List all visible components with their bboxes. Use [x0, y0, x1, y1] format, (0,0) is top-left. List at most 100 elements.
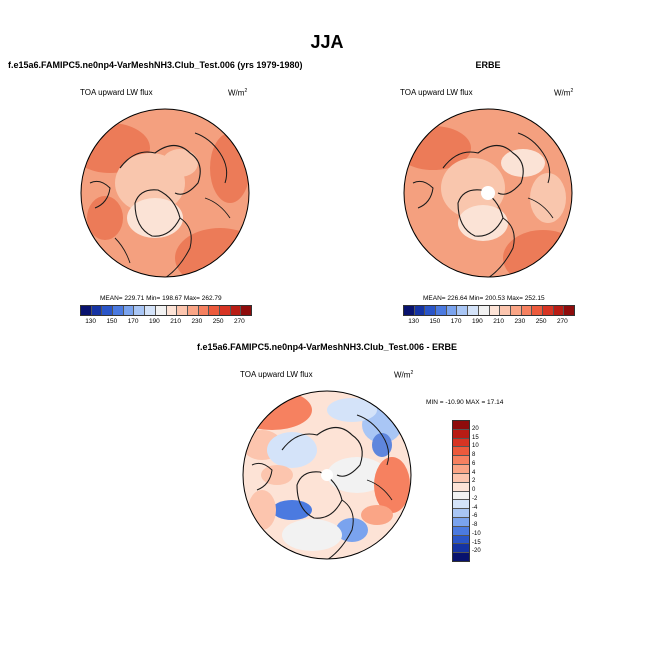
colorbar-tick-label: 130 — [408, 318, 420, 325]
colorbar-tick-label: 210 — [170, 318, 182, 325]
panel3-variable: TOA upward LW flux — [240, 370, 313, 379]
colorbar-swatch — [453, 421, 469, 430]
panel2-stats: MEAN= 226.64 Min= 200.53 Max= 252.15 — [423, 295, 545, 302]
colorbar-swatch — [453, 553, 469, 561]
colorbar-tick-label: 8 — [472, 452, 476, 458]
colorbar-swatch — [241, 306, 251, 315]
panel3-colorbar-labels: 20 15 10 8 6 4 2 0 -2 -4 -6 -8 -10 -15 -20 — [472, 420, 502, 560]
colorbar-swatch — [453, 491, 469, 501]
colorbar-swatch — [453, 526, 469, 536]
colorbar-swatch — [478, 306, 490, 315]
panel1-polar-map — [80, 108, 250, 278]
colorbar-swatch — [542, 306, 554, 315]
colorbar-swatch — [453, 535, 469, 545]
panel1-stats: MEAN= 229.71 Min= 198.67 Max= 262.79 — [100, 295, 222, 302]
colorbar-swatch — [414, 306, 426, 315]
colorbar-tick-label: 150 — [106, 318, 118, 325]
panel3-colorbar — [452, 420, 470, 562]
colorbar-swatch — [198, 306, 210, 315]
colorbar-tick-label: 10 — [472, 443, 479, 450]
colorbar-swatch — [521, 306, 533, 315]
colorbar-tick-label: -8 — [472, 522, 478, 528]
colorbar-tick-label: 210 — [493, 318, 505, 325]
colorbar-swatch — [134, 306, 146, 315]
colorbar-tick-label: 4 — [472, 469, 476, 476]
colorbar-swatch — [219, 306, 231, 315]
colorbar-swatch — [425, 306, 437, 315]
colorbar-tick-label: 2 — [472, 478, 476, 485]
panel2-header: ERBE — [475, 60, 501, 70]
colorbar-tick-label: 230 — [191, 318, 203, 325]
colorbar-tick-label: 270 — [556, 318, 568, 325]
colorbar-swatch — [532, 306, 543, 315]
panel2-polar-map — [403, 108, 573, 278]
colorbar-tick-label: -10 — [472, 530, 481, 537]
colorbar-swatch — [564, 306, 574, 315]
colorbar-swatch — [489, 306, 501, 315]
colorbar-swatch — [187, 306, 199, 315]
colorbar-swatch — [209, 306, 220, 315]
panel3-stats: MIN = -10.90 MAX = 17.14 — [426, 399, 504, 406]
panel2-variable: TOA upward LW flux — [400, 88, 473, 97]
colorbar-swatch — [91, 306, 103, 315]
panel1-colorbar — [80, 305, 252, 316]
colorbar-swatch — [453, 482, 469, 492]
colorbar-swatch — [453, 429, 469, 439]
colorbar-swatch — [123, 306, 135, 315]
colorbar-swatch — [453, 456, 469, 466]
panel1-units: W/m2 — [228, 88, 248, 98]
colorbar-swatch — [453, 438, 469, 448]
colorbar-tick-label: 250 — [535, 318, 547, 325]
panel1-header: f.e15a6.FAMIPC5.ne0np4-VarMeshNH3.Club_T… — [8, 60, 303, 70]
colorbar-swatch — [453, 509, 469, 518]
panel1-variable: TOA upward LW flux — [80, 88, 153, 97]
colorbar-swatch — [145, 306, 156, 315]
panel3-header: f.e15a6.FAMIPC5.ne0np4-VarMeshNH3.Club_T… — [197, 342, 457, 352]
colorbar-tick-label: 230 — [514, 318, 526, 325]
colorbar-swatch — [81, 306, 92, 315]
colorbar-swatch — [177, 306, 188, 315]
panel1-colorbar-labels: 130 150 170 190 210 230 250 270 — [80, 318, 250, 328]
colorbar-swatch — [453, 500, 469, 510]
colorbar-tick-label: 170 — [450, 318, 462, 325]
colorbar-swatch — [453, 447, 469, 457]
colorbar-swatch — [457, 306, 469, 315]
colorbar-tick-label: 130 — [85, 318, 97, 325]
colorbar-tick-label: 170 — [127, 318, 139, 325]
colorbar-swatch — [453, 465, 469, 474]
colorbar-swatch — [166, 306, 178, 315]
colorbar-swatch — [553, 306, 565, 315]
panel2-units: W/m2 — [554, 88, 574, 98]
panel2-colorbar — [403, 305, 575, 316]
colorbar-swatch — [468, 306, 479, 315]
colorbar-tick-label: -4 — [472, 504, 478, 511]
colorbar-swatch — [453, 473, 469, 483]
colorbar-swatch — [102, 306, 114, 315]
colorbar-tick-label: -20 — [472, 548, 481, 555]
colorbar-swatch — [230, 306, 242, 315]
colorbar-tick-label: 270 — [233, 318, 245, 325]
colorbar-swatch — [155, 306, 167, 315]
colorbar-tick-label: -6 — [472, 513, 478, 520]
colorbar-tick-label: -2 — [472, 495, 478, 502]
colorbar-tick-label: 0 — [472, 487, 476, 493]
colorbar-tick-label: -15 — [472, 539, 481, 546]
colorbar-tick-label: 6 — [472, 460, 476, 467]
colorbar-tick-label: 15 — [472, 434, 479, 441]
colorbar-swatch — [500, 306, 511, 315]
colorbar-swatch — [510, 306, 522, 315]
colorbar-swatch — [436, 306, 447, 315]
colorbar-tick-label: 20 — [472, 425, 479, 432]
colorbar-swatch — [453, 544, 469, 554]
colorbar-swatch — [404, 306, 415, 315]
panel3-polar-map — [242, 390, 412, 560]
panel2-colorbar-labels: 130 150 170 190 210 230 250 270 — [403, 318, 573, 328]
figure-title: JJA — [310, 32, 344, 52]
colorbar-swatch — [113, 306, 124, 315]
colorbar-swatch — [453, 517, 469, 527]
colorbar-tick-label: 250 — [212, 318, 224, 325]
colorbar-tick-label: 190 — [148, 318, 160, 325]
colorbar-swatch — [446, 306, 458, 315]
panel3-units: W/m2 — [394, 370, 414, 380]
colorbar-tick-label: 190 — [471, 318, 483, 325]
